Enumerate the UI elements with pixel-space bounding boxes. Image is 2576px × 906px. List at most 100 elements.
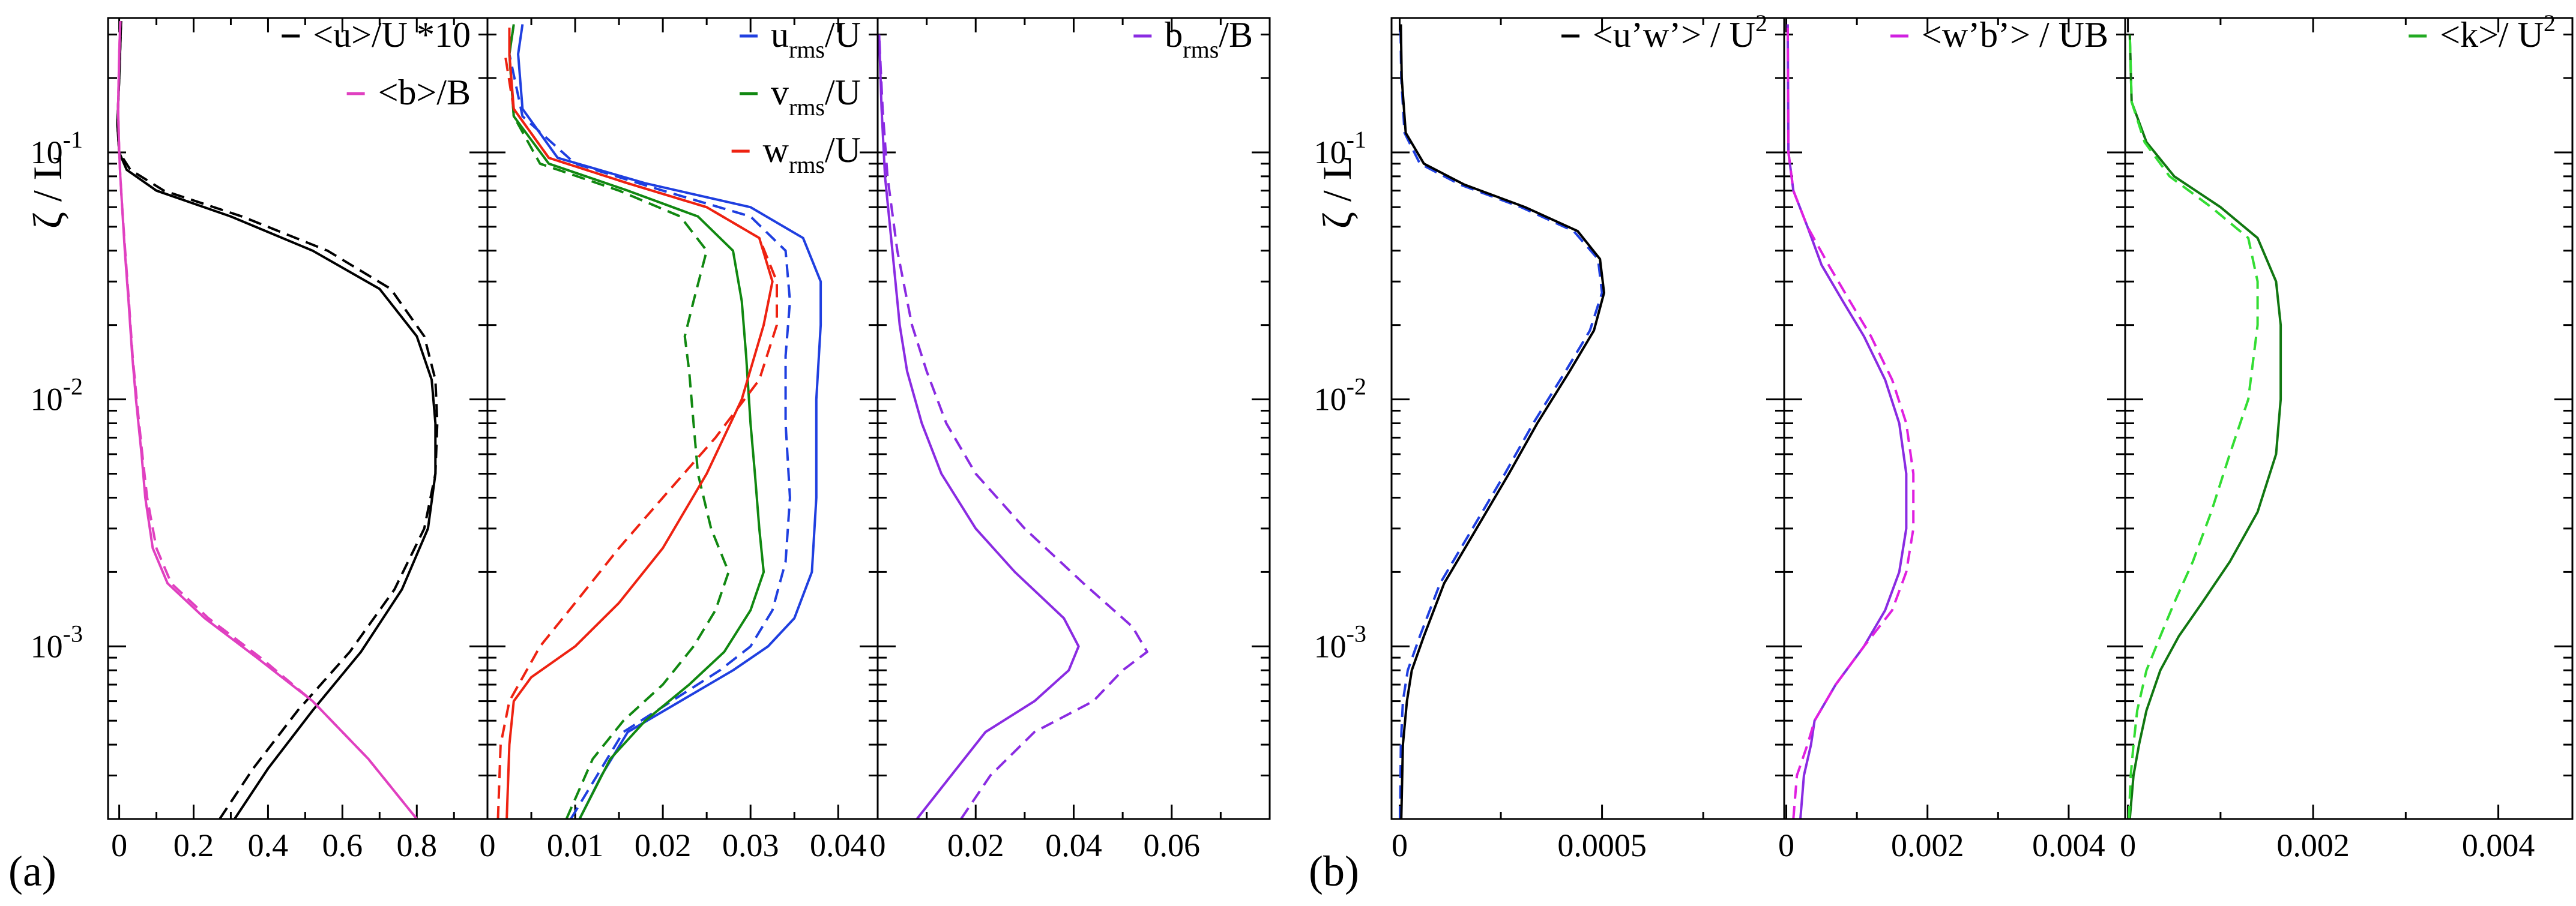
- legend-subscript: rms: [789, 36, 825, 63]
- legend-entry: brms/B: [1165, 15, 1253, 63]
- y-tick-exponent: -2: [63, 373, 83, 400]
- y-tick-base: 10: [1314, 134, 1347, 170]
- chart-b3: 0 0.002 0.004 <k>/ U2: [2120, 10, 2574, 863]
- legend-subscript: rms: [789, 94, 825, 121]
- legend-text: <b>/B: [378, 73, 471, 112]
- x-tick-label: 0.004: [2462, 827, 2535, 863]
- y-tick-label: 10-1: [31, 126, 83, 170]
- legend-base: b: [1165, 15, 1183, 55]
- legend-tail: /B: [1219, 15, 1253, 55]
- x-tick-label: 0.03: [722, 827, 779, 863]
- series-line-a1-0: [116, 21, 437, 820]
- x-tick-label: 0: [2120, 827, 2136, 863]
- y-tick-base: 10: [1314, 382, 1347, 418]
- chart-a1: 0 0.2 0.4 0.6 0.810-110-210-3<u>/U *10<b>/B: [31, 15, 489, 863]
- plot-frame: [2124, 17, 2574, 820]
- legend-base: <k>/ U: [2440, 15, 2544, 55]
- y-tick-exponent: -3: [1347, 620, 1366, 647]
- legend-entry: <b>/B: [378, 73, 471, 112]
- x-tick-label: 0.04: [1045, 827, 1102, 863]
- chart-a3: 0 0.02 0.04 0.06 brms/B: [870, 15, 1271, 863]
- x-tick-label: 0.06: [1144, 827, 1201, 863]
- series-line-a3-1: [878, 34, 1148, 820]
- y-tick-exponent: -1: [63, 126, 83, 153]
- series-line-b3-0: [2128, 34, 2282, 820]
- legend-base: w: [763, 130, 789, 170]
- series-line-b3-1: [2128, 34, 2259, 820]
- series-line-a1-2: [116, 21, 418, 820]
- x-tick-label: 0.002: [1891, 827, 1964, 863]
- y-tick-base: 10: [31, 382, 63, 418]
- series-line-b2-1: [1786, 24, 1915, 820]
- legend-tail: /U: [825, 73, 861, 112]
- x-tick-label: 0: [1392, 827, 1408, 863]
- y-tick-exponent: -3: [63, 620, 83, 647]
- legend-tail: /U: [825, 130, 861, 170]
- x-tick-label: 0.002: [2276, 827, 2350, 863]
- x-tick-label: 0.2: [173, 827, 214, 863]
- x-tick-label: 0.6: [322, 827, 363, 863]
- y-tick-label: 10-3: [31, 620, 83, 664]
- legend-superscript: 2: [2544, 10, 2556, 37]
- plot-frame: [1783, 17, 2126, 820]
- y-axis-label-b: ζ / L: [1314, 155, 1360, 229]
- series-line-a2-1: [508, 24, 791, 820]
- y-tick-base: 10: [31, 628, 63, 664]
- series-line-a2-0: [517, 24, 822, 820]
- y-tick-label: 10-2: [1314, 373, 1366, 418]
- chart-panels: 0 0.2 0.4 0.6 0.810-110-210-3<u>/U *10<b>/B0…: [31, 10, 2574, 863]
- legend-entry: <u>/U *10: [313, 15, 471, 55]
- chart-b2: 0 0.002 0.004 <w’b’> / UB: [1778, 15, 2126, 863]
- legend-entry: <w’b’> / UB: [1922, 15, 2108, 55]
- legend-superscript: 2: [1755, 10, 1767, 37]
- legend-entry: <u’w’> / U2: [1593, 10, 1767, 55]
- legend-entry: <k>/ U2: [2440, 10, 2556, 55]
- legend-tail: /U: [825, 15, 861, 55]
- y-tick-exponent: -2: [1347, 373, 1366, 400]
- x-tick-label: 0.0005: [1557, 827, 1647, 863]
- series-line-a2-3: [508, 54, 730, 820]
- series-line-b1-1: [1399, 24, 1605, 820]
- plot-frame: [107, 17, 489, 820]
- legend-base: v: [771, 73, 789, 112]
- legend-base: <w’b’> / UB: [1922, 15, 2108, 55]
- plot-frame: [1390, 17, 1785, 820]
- x-tick-label: 0.01: [547, 827, 604, 863]
- legend-subscript: rms: [789, 151, 825, 178]
- series-line-a2-2: [508, 24, 765, 820]
- series-line-a3-0: [878, 34, 1080, 820]
- legend-text: <u>/U *10: [313, 15, 471, 55]
- plot-frame: [876, 17, 1271, 820]
- y-axis-label-a: ζ / L: [25, 155, 70, 229]
- x-tick-label: 0: [111, 827, 127, 863]
- x-tick-label: 0.02: [635, 827, 692, 863]
- legend-entry: urms/U: [771, 15, 861, 63]
- y-tick-base: 10: [31, 134, 63, 170]
- panel-a-label: (a): [8, 847, 56, 895]
- series-line-a1-1: [116, 21, 439, 820]
- series-line-b1-0: [1399, 24, 1603, 820]
- series-line-a2-4: [505, 28, 774, 820]
- y-tick-label: 10-3: [1314, 620, 1366, 664]
- x-tick-label: 0: [870, 827, 886, 863]
- panel-b-label: (b): [1309, 847, 1359, 895]
- y-tick-label: 10-2: [31, 373, 83, 418]
- y-tick-base: 10: [1314, 628, 1347, 664]
- y-tick-label: 10-1: [1314, 126, 1366, 170]
- x-tick-label: 0.8: [397, 827, 438, 863]
- legend-entry: vrms/U: [771, 73, 861, 121]
- series-line-a1-3: [116, 21, 418, 820]
- legend-base: u: [771, 15, 789, 55]
- y-tick-exponent: -1: [1347, 126, 1366, 153]
- x-tick-label: 0.004: [2032, 827, 2105, 863]
- series-line-a2-5: [496, 53, 778, 820]
- legend-subscript: rms: [1183, 36, 1219, 63]
- x-tick-label: 0: [480, 827, 496, 863]
- legend-base: <u’w’> / U: [1593, 15, 1755, 55]
- x-tick-label: 0.04: [810, 827, 867, 863]
- x-tick-label: 0.02: [947, 827, 1004, 863]
- x-tick-label: 0: [1778, 827, 1794, 863]
